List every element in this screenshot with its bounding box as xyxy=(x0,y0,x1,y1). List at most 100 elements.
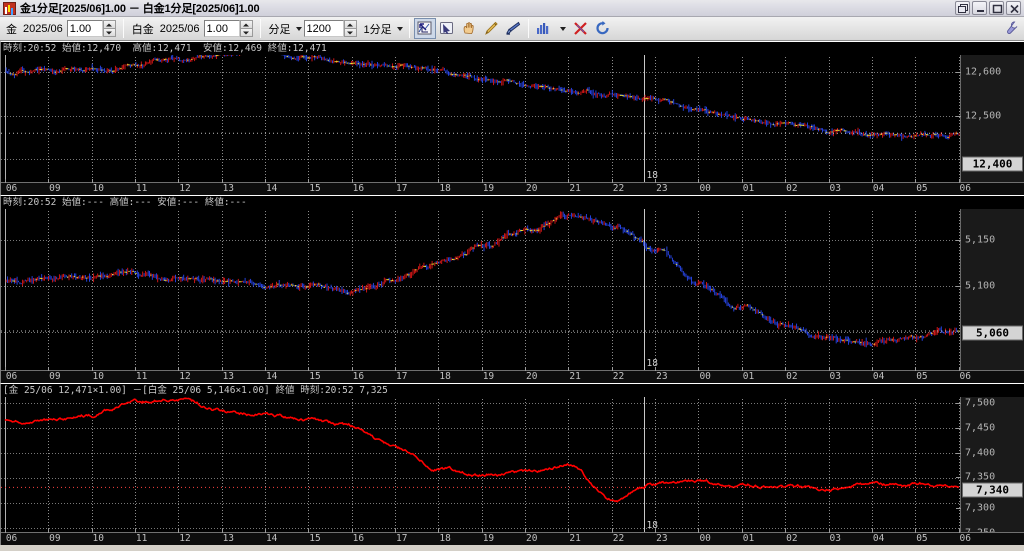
x-axis-tick xyxy=(655,179,657,183)
panel-platinum-y-axis[interactable]: 5,150 5,100 5,060 xyxy=(956,196,1024,370)
panel-platinum-1min[interactable]: 時刻:20:52 始値:--- 高値:--- 安値:--- 終値:--- 5,1… xyxy=(0,195,1024,383)
x-axis-label: 18 xyxy=(439,183,451,194)
leg1-quantity-stepper[interactable] xyxy=(102,20,116,37)
panel-platinum-plot[interactable] xyxy=(1,196,960,370)
x-axis-tick xyxy=(394,179,396,183)
indicator-bars-icon[interactable] xyxy=(533,18,555,39)
delete-lines-icon[interactable] xyxy=(570,18,592,39)
leg1-quantity-input[interactable] xyxy=(66,20,103,37)
x-axis-tick xyxy=(351,179,353,183)
x-axis-tick xyxy=(221,529,223,533)
x-axis-tick xyxy=(394,367,396,371)
bar-count-stepper[interactable] xyxy=(343,20,357,37)
x-axis-label: 14 xyxy=(265,183,278,194)
y-axis-tick xyxy=(956,239,961,241)
select-arrow-icon[interactable] xyxy=(436,18,458,39)
panel-spread[interactable]: [金 25/06 12,471×1.00] －[白金 25/06 5,146×1… xyxy=(0,383,1024,545)
leg1-label: 金 xyxy=(6,23,17,36)
pencil-draw-icon[interactable] xyxy=(480,18,502,39)
x-axis-tick xyxy=(264,529,266,533)
x-axis-tick xyxy=(915,529,917,533)
x-axis-label: 01 xyxy=(742,533,755,544)
candlestick-series xyxy=(5,211,960,348)
minimize-button[interactable] xyxy=(972,1,987,15)
y-axis-label: 7,500 xyxy=(965,397,996,408)
current-price-tag: 5,060 xyxy=(962,325,1023,341)
panel-gold-1min[interactable]: 時刻:20:52 始値:12,470 高値:12,471 安値:12,469 終… xyxy=(0,41,1024,195)
highlighter-icon[interactable] xyxy=(502,18,524,39)
x-axis-label: 05 xyxy=(916,371,928,382)
y-axis-tick xyxy=(956,72,961,74)
y-axis-label: 7,400 xyxy=(965,447,996,459)
x-axis-label: 09 xyxy=(49,533,61,544)
x-axis-tick xyxy=(178,179,180,183)
x-axis-label: 02 xyxy=(786,183,798,194)
toolbar-separator-2 xyxy=(259,19,261,38)
y-axis-label: 12,500 xyxy=(965,110,1002,122)
x-axis-label: 23 xyxy=(656,533,668,544)
x-axis-tick xyxy=(48,367,50,371)
leg2-quantity-stepper[interactable] xyxy=(239,20,253,37)
x-axis-label: 04 xyxy=(872,371,885,382)
x-axis-label: 15 xyxy=(309,183,321,194)
x-axis-tick xyxy=(4,179,6,183)
x-axis-tick xyxy=(785,367,787,371)
toolbar-separator-3 xyxy=(408,19,410,38)
x-axis-tick xyxy=(394,529,396,533)
indicator-dropdown-chevron-icon[interactable] xyxy=(559,26,566,31)
y-axis-label: 7,450 xyxy=(965,422,996,434)
x-axis-label: 09 xyxy=(49,183,61,194)
toolbar-separator-1 xyxy=(122,19,124,38)
x-axis-tick xyxy=(4,367,6,371)
x-axis-tick xyxy=(264,367,266,371)
chart-canvas-1 xyxy=(1,196,960,370)
restore-button[interactable] xyxy=(955,1,970,15)
x-axis-label: 10 xyxy=(92,371,104,382)
panel-gold-plot[interactable] xyxy=(1,42,960,182)
panel-gold-y-axis[interactable]: 12,600 12,500 12,400 xyxy=(956,42,1024,182)
spread-line-series xyxy=(4,397,960,503)
x-axis-tick xyxy=(828,367,830,371)
x-axis-label: 04 xyxy=(872,533,885,544)
crosshair-cursor-icon[interactable] xyxy=(413,18,436,39)
interval-dropdown[interactable]: 1分足 xyxy=(360,21,405,37)
x-axis-label: 16 xyxy=(352,371,365,382)
panel-spread-plot[interactable] xyxy=(1,384,960,532)
bar-count-input[interactable] xyxy=(303,20,344,37)
x-axis-tick xyxy=(785,179,787,183)
x-axis-label: 02 xyxy=(786,533,798,544)
leg2-label: 白金 xyxy=(131,23,154,36)
x-axis-tick xyxy=(308,367,310,371)
x-axis-label: 00 xyxy=(699,183,711,194)
x-axis-tick xyxy=(351,529,353,533)
x-axis-tick xyxy=(871,367,873,371)
x-axis-label: 03 xyxy=(829,183,841,194)
maximize-button[interactable] xyxy=(989,1,1004,15)
period-type-dropdown[interactable]: 分足 xyxy=(265,21,304,37)
close-button[interactable] xyxy=(1006,1,1021,15)
x-axis-tick xyxy=(91,367,93,371)
x-axis-label: 00 xyxy=(699,371,711,382)
y-axis-tick xyxy=(956,477,961,479)
x-axis-label: 03 xyxy=(829,371,841,382)
y-axis-tick xyxy=(956,402,961,404)
x-axis-tick xyxy=(351,367,353,371)
x-axis-label: 06 xyxy=(959,533,971,544)
wrench-icon[interactable] xyxy=(1004,20,1020,41)
x-axis-label: 14 xyxy=(265,371,278,382)
refresh-icon[interactable] xyxy=(592,18,614,39)
hand-pan-icon[interactable] xyxy=(458,18,480,39)
x-axis-label: 21 xyxy=(569,533,581,544)
leg2-quantity-input[interactable] xyxy=(203,20,240,37)
x-axis-tick xyxy=(698,179,700,183)
chevron-down-icon xyxy=(295,26,302,31)
x-axis-tick xyxy=(958,179,960,183)
x-axis-label: 15 xyxy=(309,533,321,544)
x-axis-tick xyxy=(134,367,136,371)
x-axis-tick xyxy=(785,529,787,533)
x-axis-tick xyxy=(481,367,483,371)
x-axis-label: 18 xyxy=(439,533,451,544)
x-axis-label: 11 xyxy=(135,371,148,382)
